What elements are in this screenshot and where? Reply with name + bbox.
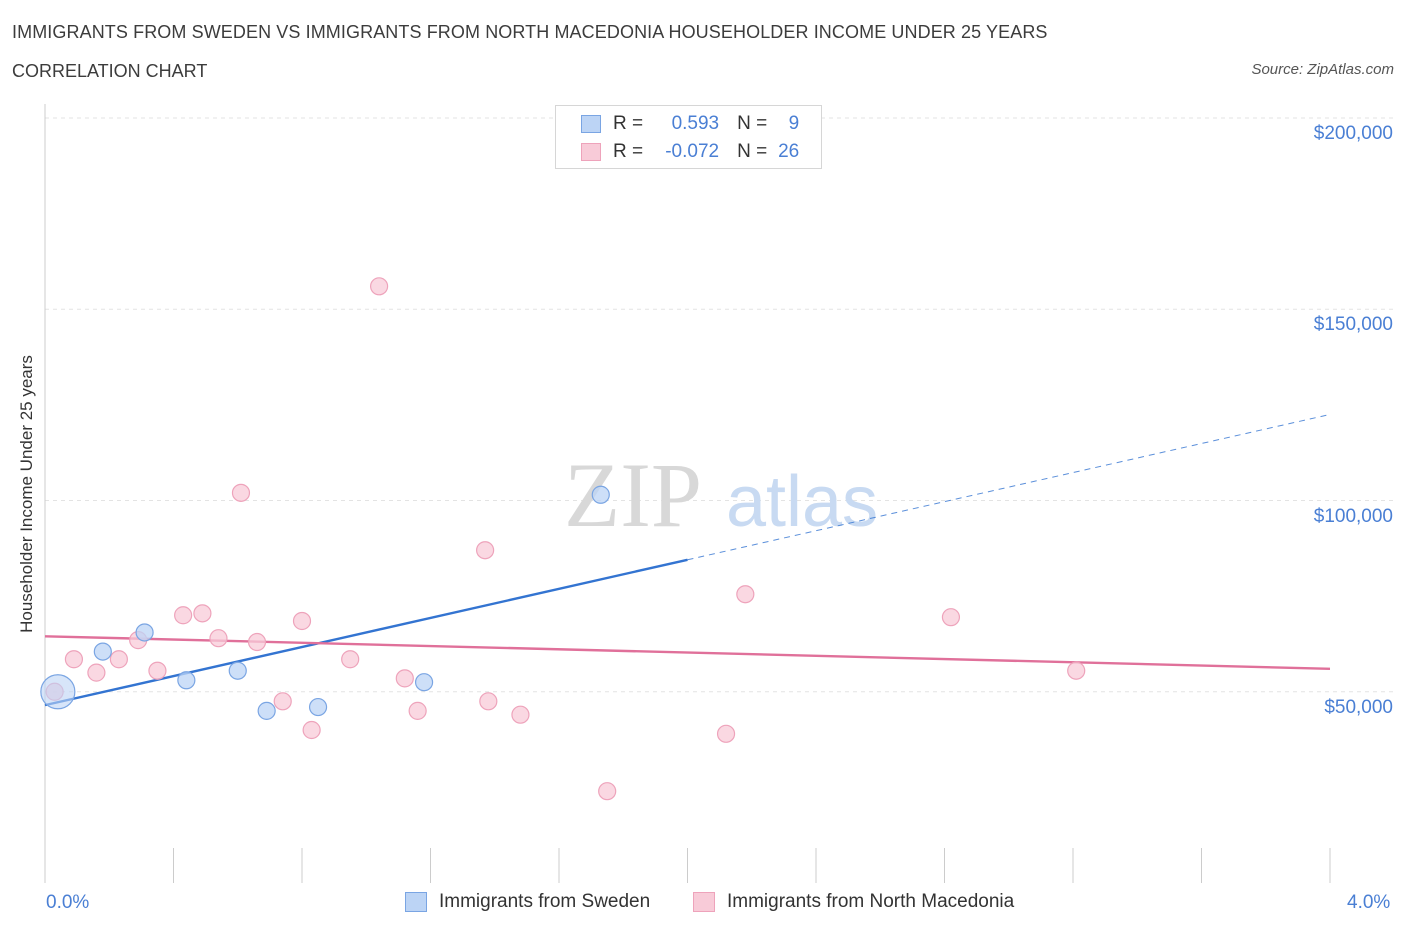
bottom-legend-swatch-macedonia [693,892,715,912]
source-label: Source: ZipAtlas.com [1251,61,1394,78]
point-macedonia [231,483,251,502]
point-macedonia [292,611,312,631]
point-sweden [228,661,247,680]
point-macedonia [87,663,106,682]
trend-line-sweden [44,558,688,707]
point-sweden [308,697,328,717]
legend-n-label: N = [737,141,768,162]
legend-r-label: R = [613,141,644,162]
point-macedonia [148,661,167,680]
legend-r-value-macedonia: -0.072 [665,141,720,162]
axes [44,104,1331,883]
point-sweden [414,673,434,692]
point-macedonia [273,692,292,711]
legend-swatch-sweden [581,115,601,133]
point-macedonia [109,650,128,669]
point-macedonia [476,541,495,560]
point-sweden [591,485,610,504]
point-macedonia [408,701,427,720]
point-sweden [177,671,196,690]
bottom-legend-swatch-sweden [405,892,427,912]
chart-subtitle: CORRELATION CHART [12,61,208,81]
legend-row-sweden: R = 0.593 N = 9 [581,112,799,136]
point-macedonia [174,606,193,625]
watermark-zip: ZIP [564,444,702,546]
point-macedonia [941,608,961,627]
legend-r-value-sweden: 0.593 [671,113,720,134]
bottom-legend-label-macedonia: Immigrants from North Macedonia [727,891,1015,912]
point-macedonia [247,632,267,652]
x-tick-min: 0.0% [46,892,90,913]
point-macedonia [479,692,498,711]
point-sweden [257,701,276,720]
point-macedonia [370,277,389,296]
point-macedonia [341,650,360,669]
point-macedonia [1067,661,1086,680]
legend-swatch-macedonia [581,143,601,161]
legend-n-value-sweden: 9 [788,113,800,134]
y-axis-label: Householder Income Under 25 years [17,355,36,633]
y-tick-label: $200,000 [1313,123,1393,144]
point-sweden [93,642,112,661]
grid-lines [45,117,1393,693]
bottom-legend-macedonia: Immigrants from North Macedonia [693,890,1014,914]
point-macedonia [64,650,84,669]
legend-r-label: R = [613,113,644,134]
point-macedonia [511,705,530,724]
point-macedonia [209,629,228,648]
point-macedonia [302,720,321,740]
point-macedonia [193,604,212,623]
y-tick-label: $100,000 [1313,505,1393,527]
legend-n-label: N = [737,113,768,134]
point-macedonia [395,669,414,688]
stats-legend: R = 0.593 N = 9 R = -0.072 N = 26 [555,105,822,169]
point-macedonia [736,585,755,604]
x-tick-max: 4.0% [1347,892,1391,913]
y-tick-label: $50,000 [1324,696,1393,718]
point-sweden [40,674,76,710]
point-macedonia [598,782,617,801]
point-macedonia [716,724,736,743]
watermark-atlas: atlas [726,462,878,542]
bottom-legend-sweden: Immigrants from Sweden [405,890,650,914]
chart-title: IMMIGRANTS FROM SWEDEN VS IMMIGRANTS FRO… [12,22,1048,42]
legend-row-macedonia: R = -0.072 N = 26 [581,140,799,164]
legend-n-value-macedonia: 26 [778,141,800,162]
bottom-legend-label-sweden: Immigrants from Sweden [439,891,651,912]
point-sweden [135,623,154,642]
watermark: ZIP atlas [564,444,878,546]
data-points [40,277,1086,801]
y-tick-label: $150,000 [1313,314,1393,336]
